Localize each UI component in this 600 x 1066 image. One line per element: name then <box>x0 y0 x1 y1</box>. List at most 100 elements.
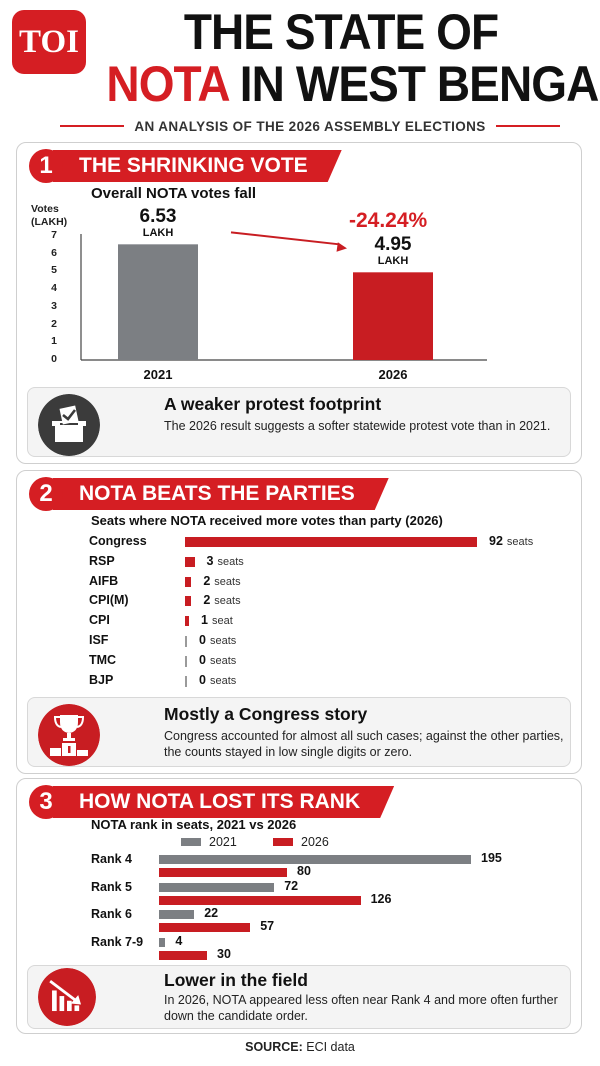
trophy-podium-icon <box>38 704 100 766</box>
y-tick-label: 6 <box>51 246 57 259</box>
rank-bar-2021 <box>159 910 195 919</box>
rank-value-label: 30 <box>217 947 231 961</box>
party-value-label: 0 seats <box>199 633 236 647</box>
bar-value-label: 4.95 <box>374 234 412 256</box>
party-value-number: 3 <box>206 553 214 568</box>
party-bar-Congress <box>185 537 477 547</box>
y-axis-label-line1: Votes <box>31 203 59 215</box>
party-value-label: 2 seats <box>203 593 240 607</box>
section-title: NOTA BEATS THE PARTIES <box>53 478 389 510</box>
party-value-label: 2 seats <box>203 574 240 588</box>
rank-bar-2026 <box>159 896 361 905</box>
party-bar-BJP <box>185 675 187 687</box>
x-category-label: 2026 <box>378 367 408 382</box>
rank-bar-2026 <box>159 951 207 960</box>
rank-bar-2021 <box>159 855 471 864</box>
party-label: CPI <box>89 613 110 628</box>
rank-value-label: 72 <box>284 879 299 893</box>
party-value-number: 1 <box>201 613 208 628</box>
rank-label: Rank 5 <box>91 880 132 894</box>
section-number: 3 <box>29 785 63 819</box>
party-value-number: 0 <box>199 672 206 687</box>
title-rest: IN WEST BENGAL <box>239 56 600 112</box>
legend-label-2021: 2021 <box>209 835 237 849</box>
party-label: AIFB <box>89 573 119 588</box>
x-category-label: 2021 <box>143 367 173 382</box>
y-tick-label: 4 <box>51 282 57 295</box>
y-tick-label: 3 <box>51 299 57 312</box>
y-tick-label: 1 <box>51 335 57 348</box>
section-shrinking-vote: 1 THE SHRINKING VOTE Overall NOTA votes … <box>16 142 582 464</box>
party-label: RSP <box>89 553 115 568</box>
note-text: In 2026, NOTA appeared less often near R… <box>164 993 558 1023</box>
party-value-number: 0 <box>199 652 206 667</box>
party-value-unit: seats <box>217 555 244 568</box>
party-label: ISF <box>89 633 109 647</box>
party-value-number: 2 <box>203 573 211 588</box>
trend-arrow-line <box>230 231 340 246</box>
title-nota: NOTA <box>106 56 228 112</box>
chart-subtitle: NOTA rank in seats, 2021 vs 2026 <box>91 817 297 832</box>
party-label: CPI(M) <box>89 593 129 608</box>
source-text: ECI data <box>306 1040 355 1054</box>
source-label: SOURCE: <box>245 1040 303 1054</box>
section-header: 3 HOW NOTA LOST ITS RANK <box>29 785 394 819</box>
page-title-line2: NOTA IN WEST BENGAL <box>106 56 600 112</box>
page-title-line1: THE STATE OF <box>183 4 499 60</box>
note-title: Lower in the field <box>164 970 308 990</box>
y-tick-label: 2 <box>51 317 57 330</box>
rank-label: Rank 4 <box>91 852 132 866</box>
section-number: 1 <box>29 149 63 183</box>
party-value-number: 2 <box>203 593 211 608</box>
party-value-label: 1 seat <box>201 613 233 627</box>
party-label: TMC <box>89 652 117 667</box>
section-nota-beats-parties: 2 NOTA BEATS THE PARTIES Seats where NOT… <box>16 470 582 774</box>
section-header: 1 THE SHRINKING VOTE <box>29 149 342 183</box>
change-label: -24.24% <box>349 209 428 232</box>
party-value-number: 92 <box>489 534 503 548</box>
note-box: A weaker protest footprint The 2026 resu… <box>27 387 571 457</box>
note-title: A weaker protest footprint <box>164 394 382 414</box>
trend-arrow-head <box>336 242 347 252</box>
party-value-label: 0 seats <box>199 673 236 687</box>
rank-value-label: 22 <box>204 906 219 920</box>
rank-label: Rank 6 <box>91 907 132 921</box>
party-label: BJP <box>89 672 114 687</box>
party-bar-TMC <box>185 655 187 667</box>
subtitle-rule-right <box>495 125 561 127</box>
party-value-unit: seats <box>209 654 237 667</box>
legend-2026: 2026 <box>273 835 329 849</box>
bar-2026 <box>353 272 433 360</box>
rank-label: Rank 7-9 <box>91 935 144 949</box>
party-bar-RSP <box>185 556 195 567</box>
party-value-label: 0 seats <box>199 653 236 667</box>
votes-bar-chart <box>80 231 487 361</box>
party-bar-CPI(M) <box>185 596 192 607</box>
ballot-box-icon <box>38 394 100 456</box>
rank-bar-2021 <box>159 883 275 892</box>
source-line: SOURCE: ECI data <box>0 1040 600 1054</box>
page-subtitle: AN ANALYSIS OF THE 2026 ASSEMBLY ELECTIO… <box>134 118 486 134</box>
toi-logo: TOI <box>12 10 86 74</box>
y-tick-label: 5 <box>51 264 57 277</box>
bar-unit-label: LAKH <box>377 255 409 268</box>
bar-unit-label: LAKH <box>142 227 174 240</box>
y-tick-label: 7 <box>51 229 57 241</box>
note-title: Mostly a Congress story <box>164 704 368 724</box>
note-box: Lower in the field In 2026, NOTA appeare… <box>27 965 571 1029</box>
chart-subtitle: Overall NOTA votes fall <box>91 185 257 202</box>
rank-value-label: 126 <box>370 892 392 906</box>
bar-2021 <box>118 244 198 360</box>
party-value-unit: seats <box>506 536 534 548</box>
party-value-unit: seats <box>209 635 237 647</box>
party-value-unit: seats <box>214 575 241 588</box>
falling-chart-icon <box>38 968 96 1026</box>
section-rank-lost: 3 HOW NOTA LOST ITS RANK NOTA rank in se… <box>16 778 582 1034</box>
rank-bar-2026 <box>159 923 251 932</box>
rank-bar-2026 <box>159 868 287 877</box>
legend-2021: 2021 <box>181 835 237 849</box>
subtitle-row: AN ANALYSIS OF THE 2026 ASSEMBLY ELECTIO… <box>60 116 561 136</box>
party-value-label: 3 seats <box>207 554 244 568</box>
note-box: Mostly a Congress story Congress account… <box>27 697 571 767</box>
rank-value-label: 57 <box>260 919 275 933</box>
